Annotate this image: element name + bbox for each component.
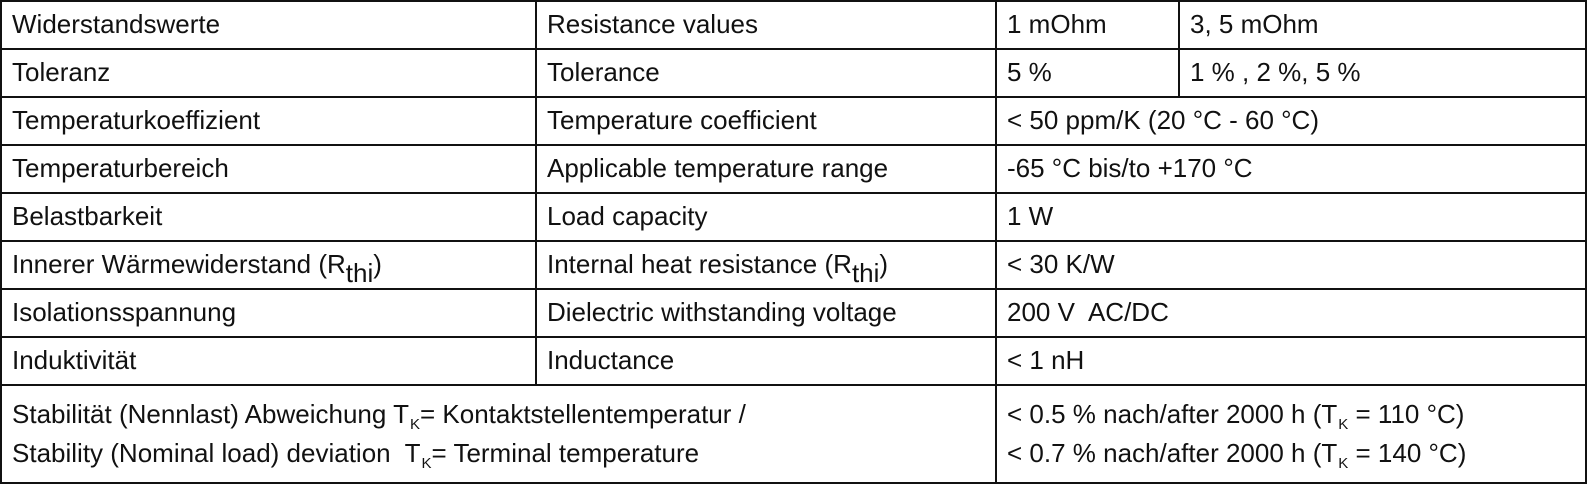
subscript: thi [851, 258, 880, 289]
subscript: thi [345, 258, 374, 289]
table-row-heat-resistance: Innerer Wärmewiderstand (Rthi) Internal … [0, 240, 1587, 290]
value-text: < 0.7 % nach/after 2000 h (T [1007, 438, 1338, 468]
subscript: K [421, 455, 432, 472]
label-de: Belastbarkeit [0, 192, 537, 242]
stability-value-line: < 0.5 % nach/after 2000 h (TK = 110 °C) [1007, 395, 1575, 434]
table-row-inductance: Induktivität Inductance < 1 nH [0, 336, 1587, 386]
table-row-resistance-values: Widerstandswerte Resistance values 1 mOh… [0, 0, 1587, 50]
label-text: = Terminal temperature [431, 438, 700, 468]
value-cell: 1 W [995, 192, 1587, 242]
label-en: Applicable temperature range [535, 144, 997, 194]
label-de: Temperaturkoeffizient [0, 96, 537, 146]
label-de: Toleranz [0, 48, 537, 98]
label-en: Load capacity [535, 192, 997, 242]
label-text: Internal heat resistance (R [547, 249, 852, 280]
label-text: = Kontaktstellentemperatur / [419, 399, 746, 429]
value-cell: 5 % [995, 48, 1180, 98]
stability-value-line: < 0.7 % nach/after 2000 h (TK = 140 °C) [1007, 434, 1575, 473]
value-cell: < 1 nH [995, 336, 1587, 386]
table-row-load-capacity: Belastbarkeit Load capacity 1 W [0, 192, 1587, 242]
table-row-temperature-coefficient: Temperaturkoeffizient Temperature coeffi… [0, 96, 1587, 146]
value-cell: 1 % , 2 %, 5 % [1178, 48, 1587, 98]
value-cell: 200 V AC/DC [995, 288, 1587, 338]
value-text: < 0.5 % nach/after 2000 h (T [1007, 399, 1338, 429]
table-row-dielectric-voltage: Isolationsspannung Dielectric withstandi… [0, 288, 1587, 338]
value-text: = 110 °C) [1348, 399, 1465, 429]
stability-label-line: Stabilität (Nennlast) Abweichung TK= Kon… [12, 395, 985, 434]
value-text: = 140 °C) [1348, 438, 1467, 468]
label-de: Innerer Wärmewiderstand (Rthi) [0, 240, 537, 290]
label-text: Stabilität (Nennlast) Abweichung T [12, 399, 409, 429]
subscript: K [1338, 416, 1349, 433]
value-cell: -65 °C bis/to +170 °C [995, 144, 1587, 194]
label-en: Internal heat resistance (Rthi) [535, 240, 997, 290]
table-row-stability: Stabilität (Nennlast) Abweichung TK= Kon… [0, 384, 1587, 484]
table-row-tolerance: Toleranz Tolerance 5 % 1 % , 2 %, 5 % [0, 48, 1587, 98]
label-en: Tolerance [535, 48, 997, 98]
label-en: Inductance [535, 336, 997, 386]
value-cell: < 30 K/W [995, 240, 1587, 290]
stability-value: < 0.5 % nach/after 2000 h (TK = 110 °C) … [995, 384, 1587, 484]
table-row-temperature-range: Temperaturbereich Applicable temperature… [0, 144, 1587, 194]
stability-label-line: Stability (Nominal load) deviation TK= T… [12, 434, 985, 473]
label-en: Temperature coefficient [535, 96, 997, 146]
subscript: K [1338, 455, 1349, 472]
label-en: Resistance values [535, 0, 997, 50]
subscript: K [409, 416, 420, 433]
value-cell: 3, 5 mOhm [1178, 0, 1587, 50]
value-cell: 1 mOhm [995, 0, 1180, 50]
label-de: Temperaturbereich [0, 144, 537, 194]
label-en: Dielectric withstanding voltage [535, 288, 997, 338]
label-text: Innerer Wärmewiderstand (R [12, 249, 346, 280]
label-text: ) [879, 249, 889, 280]
label-de: Isolationsspannung [0, 288, 537, 338]
value-cell: < 50 ppm/K (20 °C - 60 °C) [995, 96, 1587, 146]
label-de: Widerstandswerte [0, 0, 537, 50]
stability-label: Stabilität (Nennlast) Abweichung TK= Kon… [0, 384, 997, 484]
label-text: ) [373, 249, 382, 280]
label-de: Induktivität [0, 336, 537, 386]
label-text: Stability (Nominal load) deviation T [12, 438, 421, 468]
